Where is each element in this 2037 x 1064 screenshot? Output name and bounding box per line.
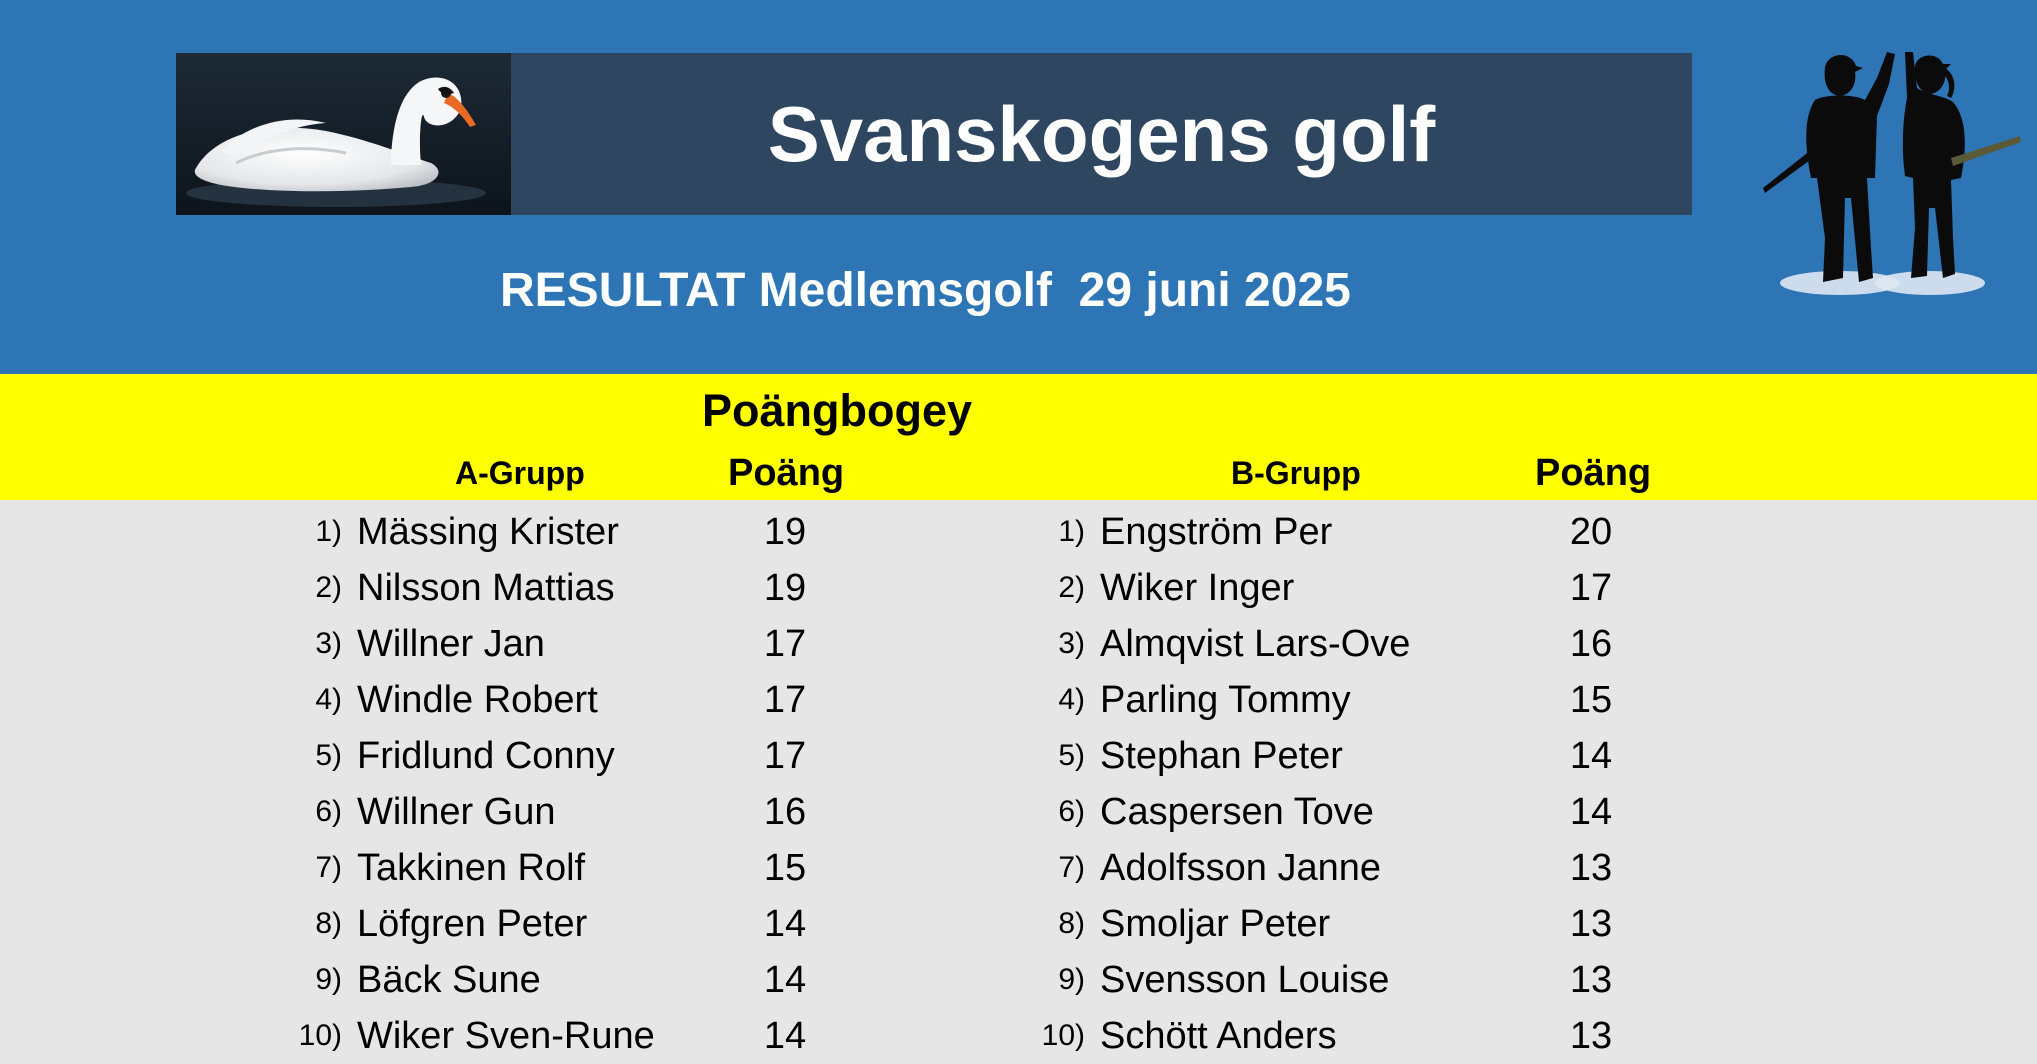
section-header-band (0, 374, 2037, 500)
player-name: Parling Tommy (1100, 679, 1351, 721)
subtitle: RESULTAT Medlemsgolf 29 juni 2025 (500, 264, 1351, 317)
main-title: Svanskogens golf (767, 89, 1436, 178)
player-name: Engström Per (1100, 511, 1333, 553)
points: 14 (763, 903, 807, 945)
rank: 3) (1058, 627, 1085, 660)
swan-photo (176, 53, 511, 215)
golfers-silhouette-icon (1755, 38, 2025, 300)
rank: 6) (1058, 795, 1085, 828)
rank: 9) (315, 963, 342, 996)
points: 14 (763, 959, 807, 1001)
player-name: Fridlund Conny (357, 735, 615, 777)
rank: 2) (315, 571, 342, 604)
rank: 1) (1058, 515, 1085, 548)
rank: 9) (1058, 963, 1085, 996)
rank: 1) (315, 515, 342, 548)
rank: 4) (1058, 683, 1085, 716)
rank: 5) (1058, 739, 1085, 772)
group-b-header: B-Grupp (1231, 455, 1361, 491)
section-title: Poängbogey (702, 385, 973, 436)
rank: 3) (315, 627, 342, 660)
rank: 8) (1058, 907, 1085, 940)
player-name: Willner Jan (357, 623, 545, 665)
group-a-points-header: Poäng (728, 452, 845, 494)
points: 15 (763, 847, 807, 889)
points: 16 (763, 791, 807, 833)
points: 19 (763, 567, 807, 609)
player-name: Caspersen Tove (1100, 791, 1374, 833)
rank: 8) (315, 907, 342, 940)
group-b-points-header: Poäng (1535, 452, 1652, 494)
rank: 4) (315, 683, 342, 716)
points: 13 (1569, 959, 1613, 1001)
group-a-header: A-Grupp (455, 455, 585, 491)
points: 17 (1569, 567, 1613, 609)
player-name: Stephan Peter (1100, 735, 1343, 777)
player-name: Wiker Inger (1100, 567, 1295, 609)
player-name: Almqvist Lars-Ove (1100, 623, 1411, 665)
points: 17 (763, 679, 807, 721)
player-name: Bäck Sune (357, 959, 541, 1001)
rank: 10) (1041, 1019, 1085, 1052)
rank: 2) (1058, 571, 1085, 604)
points: 13 (1569, 903, 1613, 945)
rank: 7) (315, 851, 342, 884)
player-name: Smoljar Peter (1100, 903, 1331, 945)
rank: 5) (315, 739, 342, 772)
player-name: Windle Robert (357, 679, 598, 721)
points: 14 (1569, 791, 1613, 833)
player-name: Löfgren Peter (357, 903, 588, 945)
points: 20 (1569, 511, 1613, 553)
player-name: Takkinen Rolf (357, 847, 586, 889)
rank: 6) (315, 795, 342, 828)
player-name: Nilsson Mattias (357, 567, 615, 609)
points: 13 (1569, 847, 1613, 889)
points: 15 (1569, 679, 1613, 721)
rank: 10) (298, 1019, 342, 1052)
points: 19 (763, 511, 807, 553)
player-name: Willner Gun (357, 791, 556, 833)
player-name: Schött Anders (1100, 1015, 1337, 1057)
points: 17 (763, 735, 807, 777)
points: 14 (763, 1015, 807, 1057)
player-name: Wiker Sven-Rune (357, 1015, 655, 1057)
player-name: Svensson Louise (1100, 959, 1390, 1001)
points: 14 (1569, 735, 1613, 777)
player-name: Mässing Krister (357, 511, 619, 553)
points: 16 (1569, 623, 1613, 665)
points: 17 (763, 623, 807, 665)
rank: 7) (1058, 851, 1085, 884)
points: 13 (1569, 1015, 1613, 1057)
player-name: Adolfsson Janne (1100, 847, 1381, 889)
